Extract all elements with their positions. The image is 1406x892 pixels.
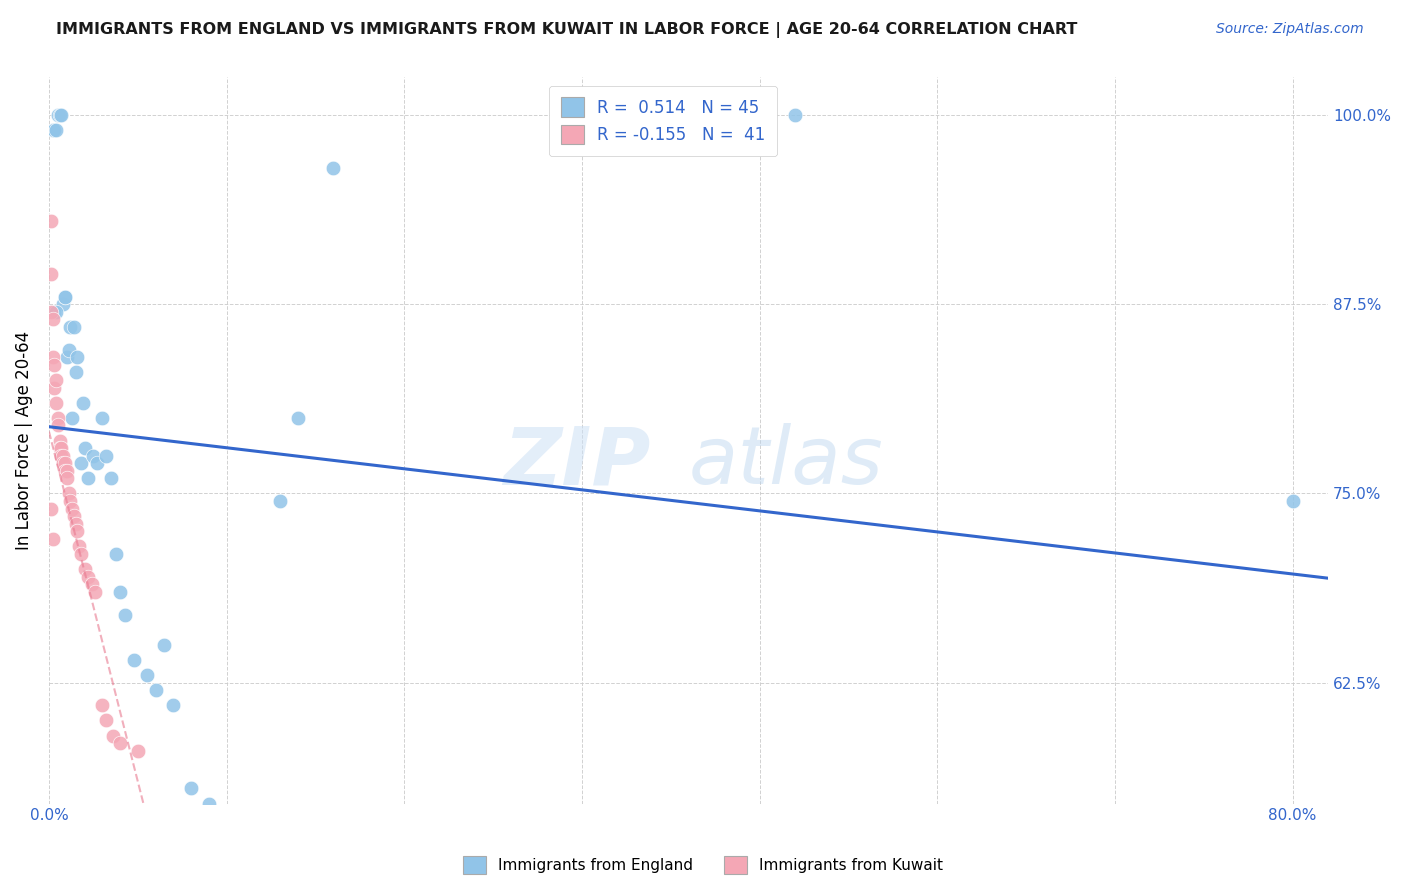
Point — [39, 267, 62, 281]
Point — [785, 108, 807, 122]
Point — [73, 441, 96, 455]
Point — [41, 351, 63, 365]
Point — [135, 668, 157, 682]
Point — [162, 698, 184, 713]
Point — [60, 501, 83, 516]
Text: IMMIGRANTS FROM ENGLAND VS IMMIGRANTS FROM KUWAIT IN LABOR FORCE | AGE 20-64 COR: IMMIGRANTS FROM ENGLAND VS IMMIGRANTS FR… — [56, 22, 1077, 38]
Point — [46, 410, 69, 425]
Legend: Immigrants from England, Immigrants from Kuwait: Immigrants from England, Immigrants from… — [457, 850, 949, 880]
Point — [39, 501, 62, 516]
Point — [45, 395, 67, 409]
Point — [39, 305, 62, 319]
Point — [44, 123, 66, 137]
Point — [55, 351, 77, 365]
Point — [65, 366, 87, 380]
Point — [84, 584, 107, 599]
Point — [91, 698, 114, 713]
Point — [180, 781, 202, 796]
Point — [41, 312, 63, 326]
Point — [52, 297, 75, 311]
Point — [51, 449, 73, 463]
Point — [153, 638, 176, 652]
Point — [55, 464, 77, 478]
Point — [48, 434, 70, 448]
Point — [145, 683, 167, 698]
Point — [39, 214, 62, 228]
Point — [58, 486, 80, 500]
Point — [269, 494, 291, 508]
Point — [53, 290, 76, 304]
Point — [48, 108, 70, 122]
Y-axis label: In Labor Force | Age 20-64: In Labor Force | Age 20-64 — [15, 331, 32, 550]
Point — [53, 464, 76, 478]
Point — [86, 456, 108, 470]
Legend: R =  0.514   N = 45, R = -0.155   N =  41: R = 0.514 N = 45, R = -0.155 N = 41 — [548, 86, 778, 156]
Point — [73, 562, 96, 576]
Point — [233, 834, 256, 848]
Point — [108, 736, 131, 750]
Point — [67, 540, 90, 554]
Point — [53, 456, 76, 470]
Point — [215, 864, 238, 879]
Point — [94, 714, 117, 728]
Text: atlas: atlas — [689, 424, 883, 501]
Point — [77, 471, 100, 485]
Text: ZIP: ZIP — [503, 424, 650, 501]
Text: Source: ZipAtlas.com: Source: ZipAtlas.com — [1216, 22, 1364, 37]
Point — [66, 524, 89, 539]
Point — [287, 410, 309, 425]
Point — [105, 547, 128, 561]
Point — [114, 607, 136, 622]
Point — [53, 290, 76, 304]
Point — [51, 441, 73, 455]
Point — [52, 456, 75, 470]
Point — [45, 123, 67, 137]
Point — [70, 547, 93, 561]
Point — [94, 449, 117, 463]
Point — [63, 509, 86, 524]
Point — [72, 395, 94, 409]
Point — [127, 744, 149, 758]
Point — [198, 797, 221, 811]
Point — [101, 729, 124, 743]
Point — [66, 351, 89, 365]
Point — [100, 471, 122, 485]
Point — [58, 343, 80, 357]
Point — [70, 456, 93, 470]
Point — [1281, 494, 1303, 508]
Point — [46, 108, 69, 122]
Point — [41, 532, 63, 546]
Point — [82, 449, 104, 463]
Point — [77, 570, 100, 584]
Point — [80, 577, 103, 591]
Point — [46, 418, 69, 433]
Point — [44, 381, 66, 395]
Point — [108, 584, 131, 599]
Point — [122, 653, 145, 667]
Point — [51, 108, 73, 122]
Point — [250, 819, 273, 833]
Point — [52, 449, 75, 463]
Point — [60, 410, 83, 425]
Point — [322, 161, 344, 176]
Point — [44, 305, 66, 319]
Point — [48, 441, 70, 455]
Point — [44, 358, 66, 372]
Point — [45, 373, 67, 387]
Point — [59, 320, 82, 334]
Point — [41, 123, 63, 137]
Point — [55, 471, 77, 485]
Point — [91, 410, 114, 425]
Point — [63, 320, 86, 334]
Point — [65, 516, 87, 531]
Point — [59, 494, 82, 508]
Point — [45, 305, 67, 319]
